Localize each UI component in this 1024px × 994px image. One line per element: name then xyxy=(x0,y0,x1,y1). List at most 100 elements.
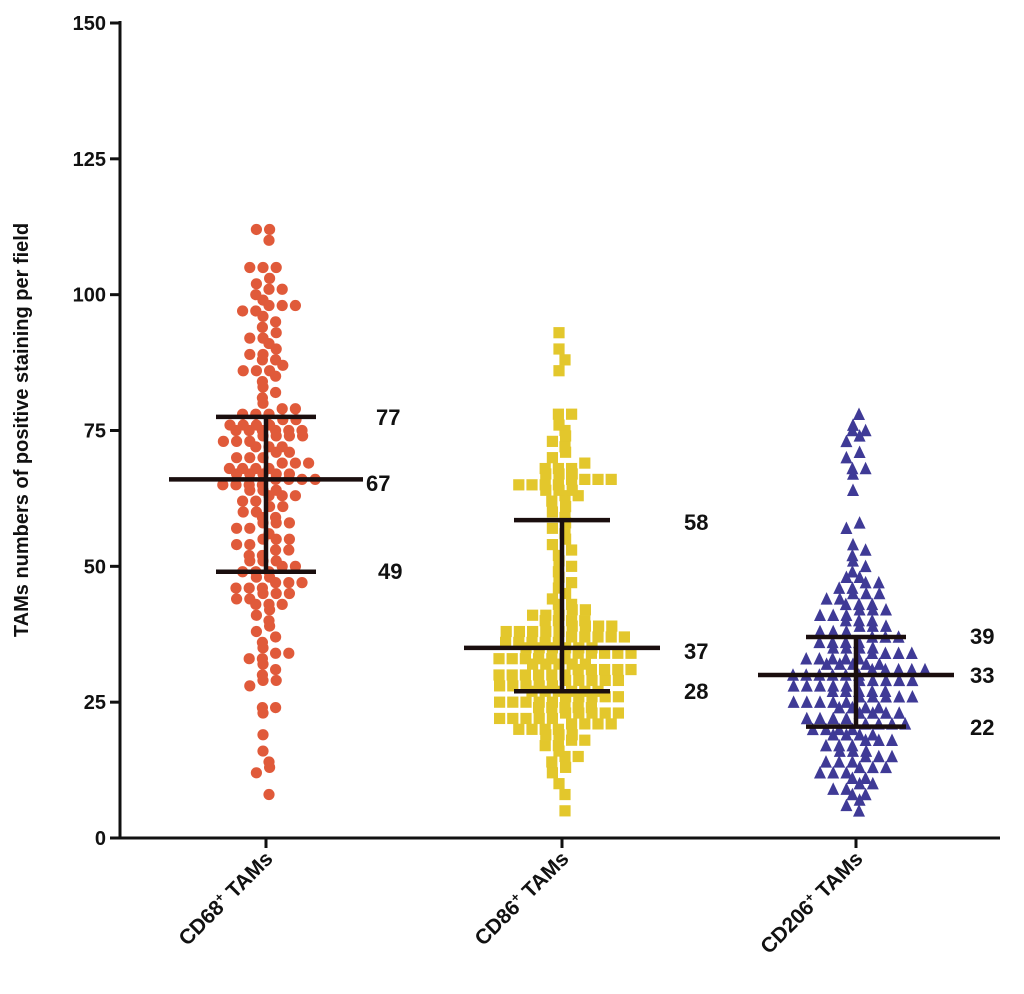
cd206-point xyxy=(859,733,872,746)
cd206-point xyxy=(787,679,800,692)
cd86-point xyxy=(612,691,624,703)
cd68-point xyxy=(296,577,308,589)
cd86-point xyxy=(552,549,564,562)
y-tick-label: 125 xyxy=(73,149,106,171)
cd206-point xyxy=(853,407,865,420)
cd68-point xyxy=(243,549,255,562)
cd86-point xyxy=(572,490,584,502)
cd206-point xyxy=(853,804,865,817)
cd86-point xyxy=(559,511,571,524)
cd86-point xyxy=(566,408,578,420)
cd68-point xyxy=(257,332,269,344)
y-axis-label: TAMs numbers of positive staining per fi… xyxy=(11,223,33,637)
y-tick-label: 100 xyxy=(73,285,106,307)
cd206-point xyxy=(872,700,885,714)
cd86-point xyxy=(560,691,572,703)
cd206-point xyxy=(813,635,826,649)
cd206-point xyxy=(892,662,905,676)
cd206-point xyxy=(814,711,826,725)
cd68-point xyxy=(250,223,262,236)
cd68-point xyxy=(289,299,301,312)
cd86-point xyxy=(526,723,538,735)
cd206-point xyxy=(860,657,873,670)
cd86-point xyxy=(513,636,525,648)
cd206-point xyxy=(820,738,832,752)
cd86-point xyxy=(579,631,591,643)
cd86-point xyxy=(546,539,558,551)
cd86-point xyxy=(579,718,591,730)
cd86-point xyxy=(546,653,558,665)
cd68-point xyxy=(283,647,295,659)
cd206-point xyxy=(880,603,892,616)
cd206-point xyxy=(833,657,846,670)
cd86-point xyxy=(612,674,624,687)
cd206-point xyxy=(820,592,833,605)
cd86-point xyxy=(552,462,564,475)
cd86-point xyxy=(539,636,551,648)
cd68-point xyxy=(231,435,243,447)
cd68-point xyxy=(270,702,282,714)
cd86-point xyxy=(605,473,617,485)
cd68-point xyxy=(256,653,268,665)
cd68-point xyxy=(276,441,288,453)
cd86-point xyxy=(533,712,545,725)
cd206-point xyxy=(866,673,879,687)
cd206-point xyxy=(827,624,840,638)
cd206-point xyxy=(873,657,886,670)
cd86-point xyxy=(552,582,564,594)
cd86-point xyxy=(539,723,551,735)
cd206-point xyxy=(840,782,853,795)
cd206-point xyxy=(840,450,853,464)
cd68-point xyxy=(283,424,295,437)
cd206-point xyxy=(853,613,865,627)
cd68-point xyxy=(277,500,289,513)
annotation-label: 67 xyxy=(366,471,390,496)
cd68-point xyxy=(270,386,282,399)
cd86-point xyxy=(625,647,637,659)
cd206-point xyxy=(879,662,892,676)
cd86-point xyxy=(546,669,558,681)
cd86-point xyxy=(599,674,611,687)
cd68-point xyxy=(237,495,249,507)
cd206-point xyxy=(833,700,846,714)
cd206-point xyxy=(814,624,826,638)
cd86-point xyxy=(593,620,605,632)
cd86-point xyxy=(559,490,571,502)
cd86-point xyxy=(546,767,558,779)
cd86-point xyxy=(592,631,604,643)
cd86-point xyxy=(494,696,506,708)
annotation-label: 58 xyxy=(684,510,708,535)
cd206-point xyxy=(814,608,826,621)
cd86-point xyxy=(539,740,551,752)
category-label: CD68+ TAMs xyxy=(173,846,277,950)
cd86-point xyxy=(519,669,531,681)
cd68-point xyxy=(270,544,282,556)
cd68-point xyxy=(237,305,249,317)
cd206-point xyxy=(846,755,859,768)
category-label-rest: TAMs xyxy=(808,847,868,907)
annotation-label: 49 xyxy=(378,559,402,584)
cd68-point xyxy=(250,289,262,301)
cd68-point xyxy=(244,593,256,605)
cd68-point xyxy=(250,462,262,475)
cd86-point xyxy=(586,674,598,687)
cd86-point xyxy=(553,343,565,355)
cd206-point xyxy=(840,798,853,812)
cd86-point xyxy=(552,723,564,735)
cd206-point xyxy=(827,728,840,741)
cd86-point xyxy=(625,663,637,676)
cd68-point xyxy=(224,419,236,431)
cd86-point xyxy=(559,354,571,366)
cd68-point xyxy=(257,729,269,741)
cd206-point xyxy=(853,516,866,529)
cd68-point xyxy=(237,462,249,475)
cd86-point xyxy=(546,435,558,447)
cd206-point xyxy=(880,760,892,774)
category-label-main: CD206 xyxy=(756,896,818,958)
cd206-point xyxy=(840,608,853,621)
cd206-point xyxy=(905,662,918,676)
cd86-point xyxy=(560,587,572,600)
cd86-point xyxy=(553,625,565,638)
cd86-point xyxy=(527,658,539,670)
cd86-point xyxy=(599,647,611,659)
